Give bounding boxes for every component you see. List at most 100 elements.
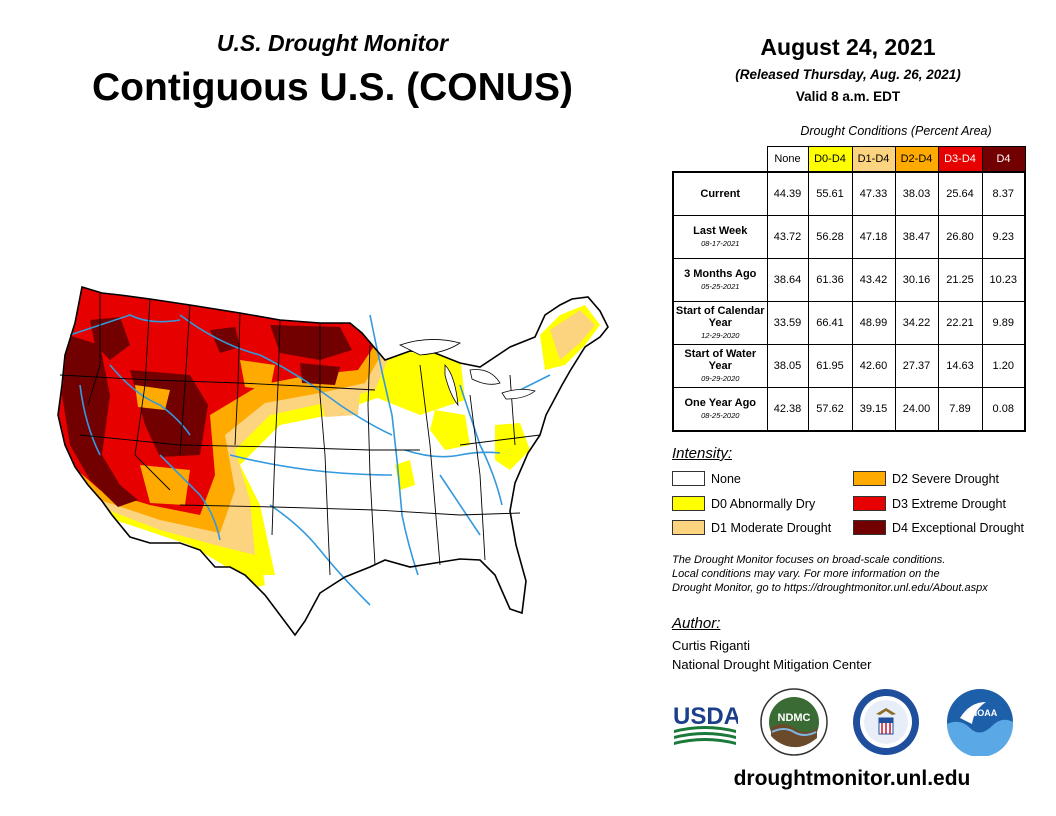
cell-d0-d4: 61.36 <box>807 258 853 302</box>
cell-d3-d4: 14.63 <box>937 344 983 388</box>
cell-d4: 9.89 <box>981 301 1026 345</box>
row-label: Start of Calendar Year 12-29-2020 <box>672 301 768 345</box>
us-outline <box>57 285 609 637</box>
legend-item-d1: D1 Moderate Drought <box>672 520 831 535</box>
ndmc-logo-text: NDMC <box>778 712 811 724</box>
cell-none: 38.05 <box>766 344 809 388</box>
cell-d2-d4: 38.47 <box>894 215 939 259</box>
author-org: National Drought Mitigation Center <box>672 657 872 672</box>
note-line: Drought Monitor, go to https://droughtmo… <box>672 582 988 594</box>
noaa-logo: NOAA <box>947 689 1013 756</box>
cell-d0-d4: 57.62 <box>807 387 853 432</box>
legend-swatch <box>853 520 886 535</box>
noaa-logo-text: NOAA <box>971 708 998 718</box>
cell-d3-d4: 26.80 <box>937 215 983 259</box>
cell-d3-d4: 7.89 <box>937 387 983 432</box>
legend-swatch <box>672 471 705 486</box>
cell-d2-d4: 34.22 <box>894 301 939 345</box>
rivers <box>69 314 551 606</box>
col-header-d0-d4: D0-D4 <box>807 146 853 173</box>
col-header-d1-d4: D1-D4 <box>851 146 896 173</box>
cell-d3-d4: 25.64 <box>937 171 983 216</box>
table-row-last-week: Last Week 08-17-2021 43.72 56.28 47.18 38… <box>672 215 1026 259</box>
legend-swatch <box>853 471 886 486</box>
legend-label: D0 Abnormally Dry <box>711 496 816 511</box>
drought-map <box>57 285 609 637</box>
row-label: Current <box>672 171 768 216</box>
legend-item-none: None <box>672 471 741 486</box>
table-row-3-months-ago: 3 Months Ago 05-25-2021 38.64 61.36 43.42… <box>672 258 1026 302</box>
cell-d4: 0.08 <box>981 387 1026 432</box>
cell-d1-d4: 43.42 <box>851 258 896 302</box>
cell-d2-d4: 38.03 <box>894 171 939 216</box>
col-header-none: None <box>766 146 809 173</box>
cell-d4: 9.23 <box>981 215 1026 259</box>
cell-d1-d4: 42.60 <box>851 344 896 388</box>
cell-none: 42.38 <box>766 387 809 432</box>
row-label: 3 Months Ago 05-25-2021 <box>672 258 768 302</box>
cell-d0-d4: 56.28 <box>807 215 853 259</box>
legend-item-d2: D2 Severe Drought <box>853 471 999 486</box>
col-header-d4: D4 <box>981 146 1026 173</box>
legend-swatch <box>853 496 886 511</box>
table-caption: Drought Conditions (Percent Area) <box>800 124 992 138</box>
table-corner <box>673 147 767 173</box>
legend-item-d4: D4 Exceptional Drought <box>853 520 1024 535</box>
cell-d4: 8.37 <box>981 171 1026 216</box>
great-lakes <box>398 339 536 407</box>
cell-d0-d4: 61.95 <box>807 344 853 388</box>
cell-d1-d4: 39.15 <box>851 387 896 432</box>
legend-swatch <box>672 520 705 535</box>
col-header-d2-d4: D2-D4 <box>894 146 939 173</box>
drought-monitor-note: The Drought Monitor focuses on broad-sca… <box>672 553 1044 595</box>
cell-d0-d4: 66.41 <box>807 301 853 345</box>
cell-d4: 10.23 <box>981 258 1026 302</box>
note-line: Local conditions may vary. For more info… <box>672 568 940 580</box>
table-header-row: None D0-D4 D1-D4 D2-D4 D3-D4 D4 <box>673 146 1026 173</box>
legend-label: D2 Severe Drought <box>892 471 1000 486</box>
cell-d3-d4: 22.21 <box>937 301 983 345</box>
release-date: (Released Thursday, Aug. 26, 2021) <box>735 67 961 82</box>
usda-logo: USDA <box>673 703 738 745</box>
row-label: Start of Water Year 09-29-2020 <box>672 344 768 388</box>
map-subtitle: U.S. Drought Monitor <box>216 30 449 56</box>
author-name: Curtis Riganti <box>672 638 751 653</box>
cell-d0-d4: 55.61 <box>807 171 853 216</box>
cell-none: 43.72 <box>766 215 809 259</box>
cell-d1-d4: 47.18 <box>851 215 896 259</box>
table-row-start-water-year: Start of Water Year 09-29-2020 38.05 61.9… <box>672 344 1026 388</box>
website-link[interactable]: droughtmonitor.unl.edu <box>733 767 971 790</box>
legend-item-d0: D0 Abnormally Dry <box>672 496 815 511</box>
drought-stats-table: None D0-D4 D1-D4 D2-D4 D3-D4 D4 Current … <box>672 146 1026 432</box>
commerce-seal-logo <box>853 689 919 755</box>
cell-none: 33.59 <box>766 301 809 345</box>
cell-d1-d4: 48.99 <box>851 301 896 345</box>
cell-none: 38.64 <box>766 258 809 302</box>
map-title: Contiguous U.S. (CONUS) <box>92 66 573 109</box>
cell-d3-d4: 21.25 <box>937 258 983 302</box>
ndmc-logo: NDMC <box>760 688 828 756</box>
cell-d2-d4: 27.37 <box>894 344 939 388</box>
cell-d4: 1.20 <box>981 344 1026 388</box>
cell-none: 44.39 <box>766 171 809 216</box>
legend-label: D4 Exceptional Drought <box>892 520 1025 535</box>
cell-d1-d4: 47.33 <box>851 171 896 216</box>
drought-areas <box>58 287 608 635</box>
legend-label: D3 Extreme Drought <box>892 496 1006 511</box>
valid-time: Valid 8 a.m. EDT <box>795 89 901 104</box>
note-line: The Drought Monitor focuses on broad-sca… <box>672 554 946 566</box>
row-label: One Year Ago 08-25-2020 <box>672 387 768 432</box>
cell-d2-d4: 24.00 <box>894 387 939 432</box>
table-row-one-year-ago: One Year Ago 08-25-2020 42.38 57.62 39.15… <box>672 387 1026 432</box>
state-borders <box>59 293 541 576</box>
usda-logo-text: USDA <box>673 703 738 730</box>
row-date: 12-29-2020 <box>701 330 740 340</box>
legend-title: Intensity: <box>672 445 733 462</box>
map-date: August 24, 2021 <box>760 34 936 60</box>
legend-swatch <box>672 496 705 511</box>
legend-label: D1 Moderate Drought <box>711 520 832 535</box>
col-header-d3-d4: D3-D4 <box>937 146 983 173</box>
table-row-start-calendar-year: Start of Calendar Year 12-29-2020 33.59 6… <box>672 301 1026 345</box>
cell-d2-d4: 30.16 <box>894 258 939 302</box>
legend-item-d3: D3 Extreme Drought <box>853 496 1006 511</box>
